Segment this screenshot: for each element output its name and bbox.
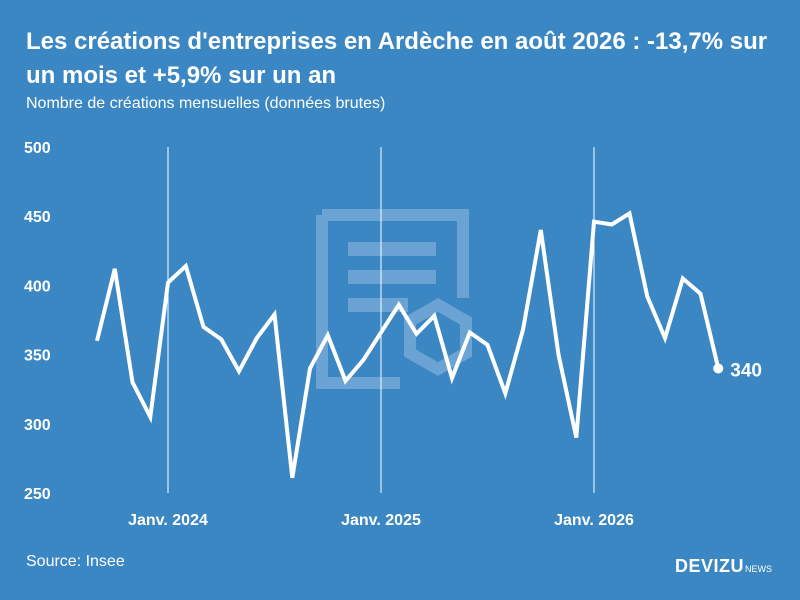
y-tick-label: 250 bbox=[24, 486, 51, 503]
series-line bbox=[95, 210, 721, 479]
x-tick-label: Janv. 2024 bbox=[128, 512, 208, 529]
year-separator-lines bbox=[167, 147, 595, 493]
y-axis-ticks: 500 450 400 350 300 250 bbox=[24, 140, 51, 503]
chart-title: Les créations d'entreprises en Ardèche e… bbox=[26, 28, 768, 89]
brand-name: DEVIZU bbox=[675, 556, 745, 576]
watermark-bar bbox=[348, 298, 408, 312]
end-value-label: 340 bbox=[730, 360, 762, 381]
y-tick-label: 450 bbox=[24, 209, 51, 226]
x-axis-labels: Janv. 2024 Janv. 2025 Janv. 2026 bbox=[128, 512, 634, 529]
watermark-logo bbox=[316, 209, 472, 389]
source-note: Source: Insee bbox=[26, 553, 125, 570]
x-tick-label: Janv. 2025 bbox=[341, 512, 421, 529]
y-tick-label: 350 bbox=[24, 348, 51, 365]
brand-logo[interactable]: DEVIZUNEWS bbox=[675, 556, 772, 577]
y-tick-label: 300 bbox=[24, 417, 51, 434]
chart-subtitle: Nombre de créations mensuelles (données … bbox=[26, 95, 386, 112]
x-tick-label: Janv. 2026 bbox=[554, 512, 634, 529]
series-group: 340 bbox=[95, 210, 762, 479]
watermark-bar bbox=[348, 270, 436, 284]
brand-suffix: NEWS bbox=[745, 564, 773, 574]
end-point-marker bbox=[713, 363, 724, 374]
y-tick-label: 500 bbox=[24, 140, 51, 157]
watermark-bar bbox=[348, 242, 436, 256]
y-tick-label: 400 bbox=[24, 278, 51, 295]
watermark-frame bbox=[316, 209, 469, 389]
